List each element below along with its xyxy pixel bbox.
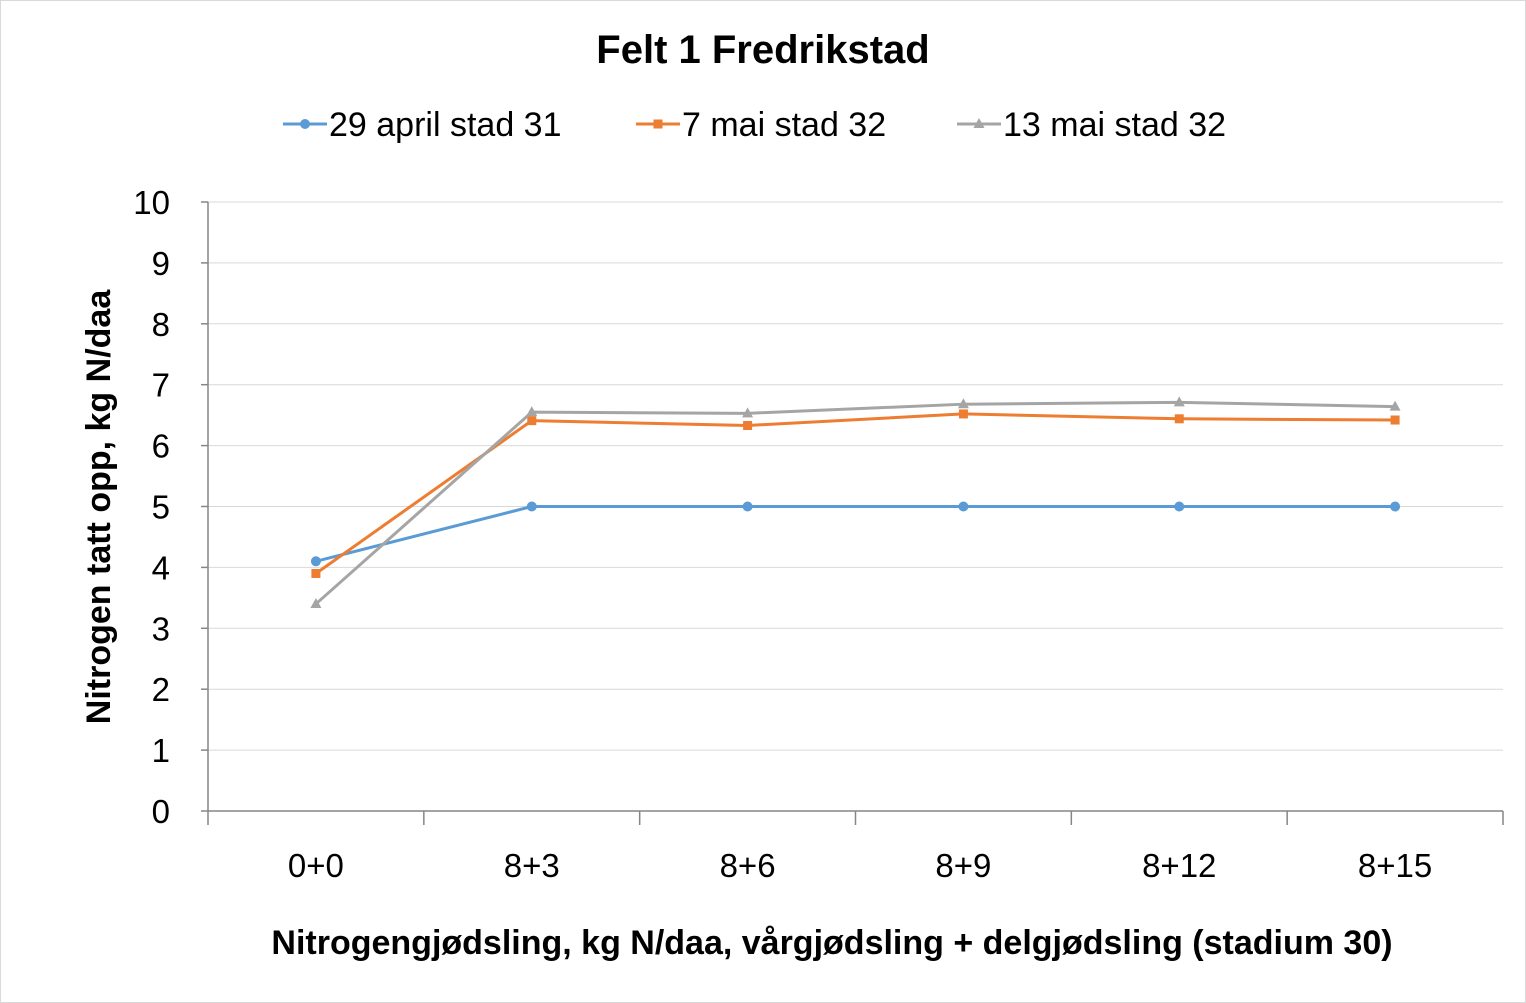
data-point [1389, 400, 1401, 411]
data-point [526, 406, 538, 417]
legend-marker [653, 119, 663, 129]
chart-title: Felt 1 Fredrikstad [596, 28, 929, 72]
legend-label: 7 mai stad 32 [682, 106, 886, 144]
legend-label: 13 mai stad 32 [1003, 106, 1226, 144]
series-line [315, 412, 1396, 575]
x-tick-label: 8+3 [504, 847, 560, 884]
data-point [310, 556, 321, 567]
x-tick-label: 8+12 [1142, 847, 1216, 884]
data-point [527, 416, 537, 426]
data-point [743, 421, 753, 431]
y-axis-label: Nitrogen tatt opp, kg N/daa [80, 289, 118, 725]
data-point [957, 398, 969, 409]
data-point [526, 501, 537, 512]
x-tick-label: 0+0 [288, 847, 344, 884]
data-point [742, 501, 753, 512]
data-point [1173, 396, 1185, 407]
x-axis-label: Nitrogengjødsling, kg N/daa, vårgjødslin… [271, 924, 1392, 962]
axes: 0 1 2 3 4 5 6 7 8 9 10 0+0 8+3 8+6 8+9 8+12 8+15 [133, 184, 1504, 884]
x-tick-label: 8+15 [1358, 847, 1432, 884]
series-group [310, 396, 1401, 608]
y-tick-label: 7 [152, 367, 170, 404]
legend-label: 29 april stad 31 [329, 106, 562, 144]
y-tick-label: 6 [152, 428, 170, 465]
legend-marker [300, 119, 310, 129]
y-tick-label: 2 [152, 671, 170, 708]
data-point [1174, 501, 1185, 512]
data-point [311, 568, 321, 578]
data-point [742, 407, 754, 418]
data-point [1390, 415, 1400, 425]
y-tick-label: 1 [152, 732, 170, 769]
x-tick-label: 8+9 [935, 847, 991, 884]
y-tick-label: 5 [152, 489, 170, 526]
data-point [310, 597, 322, 608]
series-line [315, 505, 1396, 563]
data-point [1174, 414, 1184, 424]
x-tick-label: 8+6 [720, 847, 776, 884]
y-tick-label: 10 [133, 184, 170, 221]
y-tick-label: 4 [152, 549, 170, 586]
y-tick-label: 3 [152, 610, 170, 647]
data-point [1390, 501, 1401, 512]
gridlines [208, 201, 1503, 751]
y-tick-label: 8 [152, 306, 170, 343]
legend-marker [973, 118, 985, 128]
legend: 29 april stad 31 7 mai stad 32 13 mai stad… [283, 106, 1226, 144]
y-tick-label: 9 [152, 245, 170, 282]
y-tick-label: 0 [152, 793, 170, 830]
data-point [958, 501, 969, 512]
series-line [314, 400, 1396, 606]
data-point [958, 409, 968, 419]
